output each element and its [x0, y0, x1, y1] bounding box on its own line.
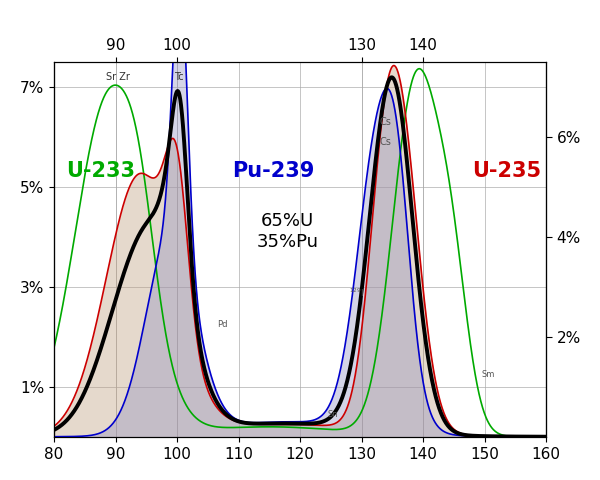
Text: Sm: Sm	[481, 370, 495, 379]
Text: U-235: U-235	[472, 161, 541, 181]
Text: Sn: Sn	[328, 410, 338, 419]
Text: Cs: Cs	[380, 117, 392, 127]
Text: Cs: Cs	[380, 137, 392, 147]
Text: U-233: U-233	[67, 161, 136, 181]
Text: $^{129}$I: $^{129}$I	[349, 287, 364, 299]
Text: Tc: Tc	[174, 72, 184, 82]
Text: Pd: Pd	[217, 320, 227, 329]
Text: Sr Zr: Sr Zr	[106, 72, 130, 82]
Text: 65%U
35%Pu: 65%U 35%Pu	[257, 212, 319, 251]
Text: Pu-239: Pu-239	[232, 161, 315, 181]
